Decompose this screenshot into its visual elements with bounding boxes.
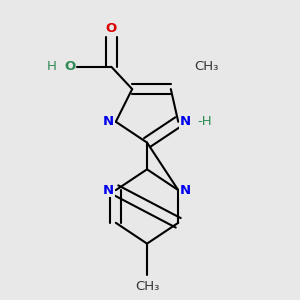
Text: N: N: [103, 115, 114, 128]
Text: N: N: [180, 115, 191, 128]
Text: -H: -H: [198, 115, 212, 128]
Text: O: O: [64, 60, 76, 73]
Text: O: O: [106, 22, 117, 35]
Text: CH₃: CH₃: [135, 280, 159, 293]
Text: H: H: [46, 60, 56, 73]
Text: N: N: [180, 184, 191, 196]
Text: CH₃: CH₃: [195, 60, 219, 73]
Text: N: N: [103, 184, 114, 196]
